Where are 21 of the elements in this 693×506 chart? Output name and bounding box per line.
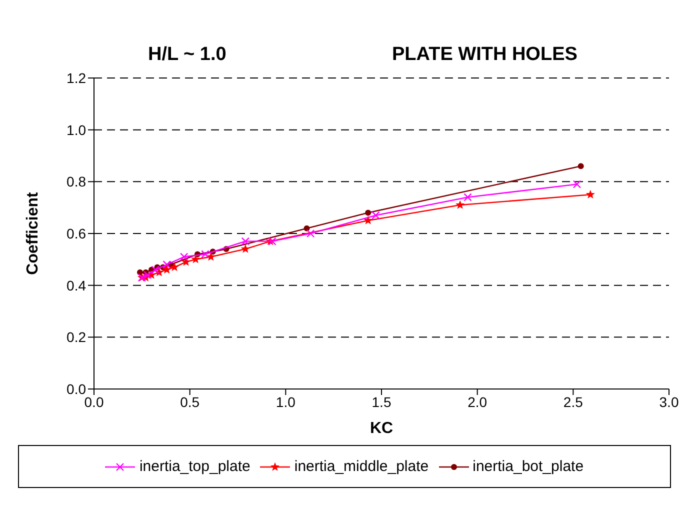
y-tick-label: 0.2 — [66, 329, 86, 346]
x-tick-label: 3.0 — [659, 394, 679, 410]
x-tick-label: 0.0 — [84, 394, 104, 410]
y-tick-label: 1.0 — [66, 122, 86, 138]
x-tick-label: 2.5 — [563, 394, 584, 410]
x-tick-label: 0.5 — [180, 394, 200, 410]
y-tick-label: 0.4 — [66, 277, 86, 294]
y-axis-title: Coefficient — [24, 191, 42, 275]
legend-label: inertia_middle_plate — [294, 458, 429, 475]
chart-subtitle: PLATE WITH HOLES — [392, 44, 578, 66]
y-tick-label: 0.6 — [66, 225, 86, 242]
x-tick-label: 2.0 — [468, 394, 488, 410]
legend-label: inertia_top_plate — [139, 458, 250, 475]
chart-title: H/L ~ 1.0 — [148, 44, 226, 66]
x-tick-label: 1.5 — [372, 394, 392, 410]
y-tick-label: 0.0 — [66, 380, 86, 397]
legend-label: inertia_bot_plate — [472, 458, 584, 475]
x-tick-label: 1.0 — [276, 394, 296, 410]
y-tick-label: 0.8 — [66, 174, 86, 190]
y-tick-label: 1.2 — [66, 70, 86, 86]
x-axis-title: KC — [370, 420, 394, 437]
